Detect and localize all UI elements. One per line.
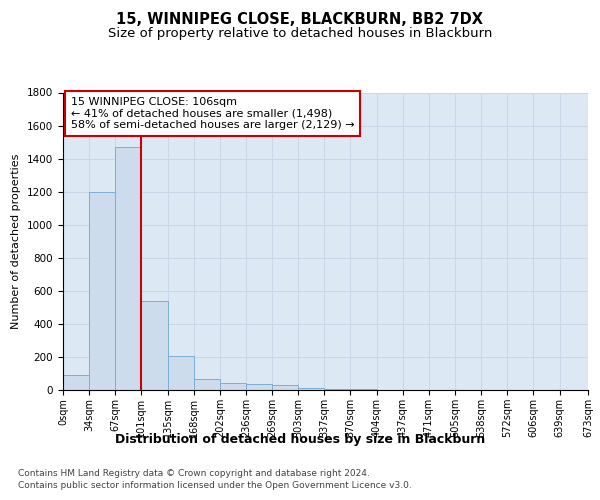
- Bar: [272, 386, 298, 390]
- Text: 15 WINNIPEG CLOSE: 106sqm
← 41% of detached houses are smaller (1,498)
58% of se: 15 WINNIPEG CLOSE: 106sqm ← 41% of detac…: [71, 97, 355, 130]
- Text: Size of property relative to detached houses in Blackburn: Size of property relative to detached ho…: [108, 28, 492, 40]
- Bar: [142, 300, 167, 390]
- Bar: [194, 380, 220, 390]
- Bar: [246, 384, 272, 390]
- Bar: [298, 388, 325, 390]
- Y-axis label: Number of detached properties: Number of detached properties: [11, 154, 22, 329]
- Bar: [167, 356, 194, 390]
- Bar: [325, 388, 350, 390]
- Text: 15, WINNIPEG CLOSE, BLACKBURN, BB2 7DX: 15, WINNIPEG CLOSE, BLACKBURN, BB2 7DX: [116, 12, 484, 28]
- Bar: [220, 382, 246, 390]
- Text: Contains public sector information licensed under the Open Government Licence v3: Contains public sector information licen…: [18, 481, 412, 490]
- Text: Contains HM Land Registry data © Crown copyright and database right 2024.: Contains HM Land Registry data © Crown c…: [18, 469, 370, 478]
- Text: Distribution of detached houses by size in Blackburn: Distribution of detached houses by size …: [115, 432, 485, 446]
- Bar: [350, 389, 377, 390]
- Bar: [63, 375, 89, 390]
- Bar: [115, 147, 142, 390]
- Bar: [89, 192, 115, 390]
